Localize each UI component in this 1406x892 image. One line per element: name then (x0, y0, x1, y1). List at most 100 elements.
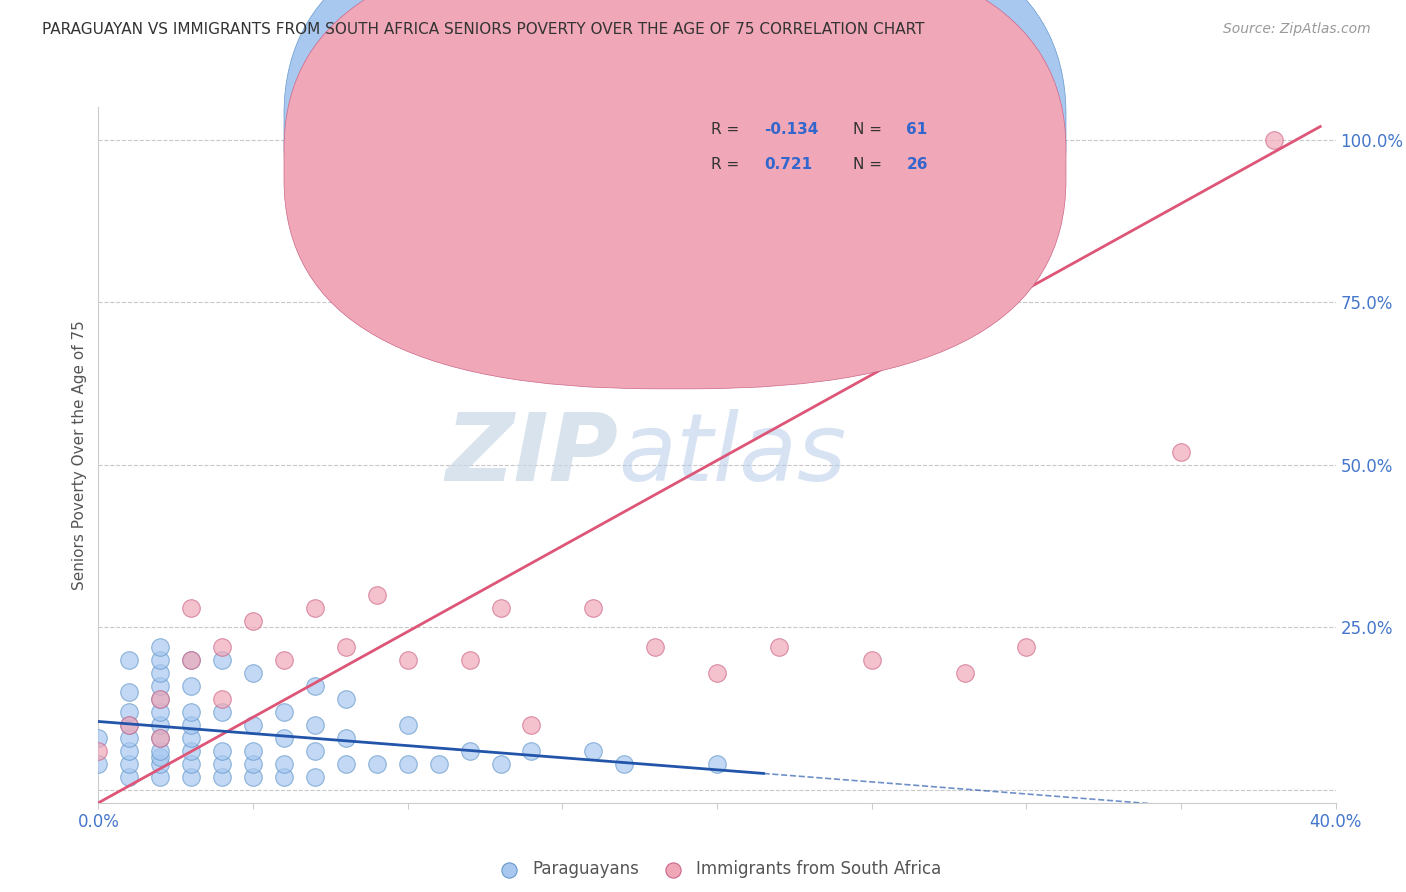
Point (118, 718, 141, 732)
Point (335, 756, 357, 771)
Point (582, 600, 605, 615)
Point (180, 744, 202, 758)
Point (118, 731, 141, 745)
Point (180, 770, 202, 784)
Point (180, 756, 202, 771)
Point (1170, 444, 1192, 458)
Point (149, 731, 172, 745)
Point (180, 600, 202, 615)
Text: atlas: atlas (619, 409, 846, 500)
Point (118, 756, 141, 771)
Point (211, 705, 233, 719)
Point (149, 718, 172, 732)
Point (860, 653, 883, 667)
Point (180, 679, 202, 693)
Point (87, 756, 110, 771)
Point (273, 705, 295, 719)
Point (118, 770, 141, 784)
Point (582, 744, 605, 758)
Point (613, 756, 636, 771)
Point (118, 705, 141, 719)
Point (149, 653, 172, 667)
Text: N =: N = (853, 122, 887, 137)
Point (366, 756, 388, 771)
Point (520, 718, 543, 732)
Text: 0.721: 0.721 (763, 157, 813, 172)
Point (149, 756, 172, 771)
Text: R =: R = (711, 157, 744, 172)
Point (149, 770, 172, 784)
Text: PARAGUAYAN VS IMMIGRANTS FROM SOUTH AFRICA SENIORS POVERTY OVER THE AGE OF 75 CO: PARAGUAYAN VS IMMIGRANTS FROM SOUTH AFRI… (42, 22, 925, 37)
Point (953, 665, 976, 680)
Point (335, 731, 357, 745)
Point (211, 744, 233, 758)
Point (149, 640, 172, 654)
Point (366, 588, 388, 602)
Text: N =: N = (853, 157, 887, 172)
Point (304, 744, 326, 758)
Point (458, 744, 481, 758)
Point (706, 665, 728, 680)
Point (520, 744, 543, 758)
Point (211, 653, 233, 667)
Point (242, 744, 264, 758)
Legend: Paraguayans, Immigrants from South Africa: Paraguayans, Immigrants from South Afric… (486, 854, 948, 885)
Point (273, 731, 295, 745)
Point (180, 705, 202, 719)
Point (149, 691, 172, 706)
Point (149, 705, 172, 719)
Point (273, 653, 295, 667)
Text: 61: 61 (907, 122, 928, 137)
Point (242, 718, 264, 732)
Point (149, 691, 172, 706)
Point (242, 614, 264, 628)
Point (180, 718, 202, 732)
Point (768, 640, 790, 654)
Point (87, 744, 110, 758)
Point (1015, 640, 1038, 654)
Point (242, 770, 264, 784)
Point (180, 653, 202, 667)
Point (242, 665, 264, 680)
Point (118, 744, 141, 758)
Point (1263, 132, 1285, 146)
Point (242, 756, 264, 771)
Point (396, 718, 419, 732)
Point (149, 744, 172, 758)
Point (118, 685, 141, 699)
Point (149, 750, 172, 764)
FancyBboxPatch shape (284, 0, 1066, 354)
Point (396, 653, 419, 667)
Point (706, 756, 728, 771)
Point (149, 665, 172, 680)
Text: Source: ZipAtlas.com: Source: ZipAtlas.com (1223, 22, 1371, 37)
Point (304, 770, 326, 784)
Text: R =: R = (711, 122, 744, 137)
FancyBboxPatch shape (619, 107, 1039, 208)
Point (489, 600, 512, 615)
Point (489, 756, 512, 771)
Point (211, 770, 233, 784)
Point (118, 653, 141, 667)
Point (458, 653, 481, 667)
Text: 26: 26 (907, 157, 928, 172)
Point (304, 679, 326, 693)
Point (180, 731, 202, 745)
Point (273, 770, 295, 784)
FancyBboxPatch shape (284, 0, 1066, 389)
Point (211, 756, 233, 771)
Point (87, 731, 110, 745)
Point (644, 640, 666, 654)
Point (396, 756, 419, 771)
Point (427, 756, 450, 771)
Point (118, 718, 141, 732)
Point (211, 691, 233, 706)
Text: ZIP: ZIP (446, 409, 619, 501)
Point (273, 756, 295, 771)
Point (304, 600, 326, 615)
Y-axis label: Seniors Poverty Over the Age of 75: Seniors Poverty Over the Age of 75 (72, 320, 87, 590)
Text: -0.134: -0.134 (763, 122, 818, 137)
Point (335, 640, 357, 654)
Point (149, 679, 172, 693)
Point (304, 718, 326, 732)
